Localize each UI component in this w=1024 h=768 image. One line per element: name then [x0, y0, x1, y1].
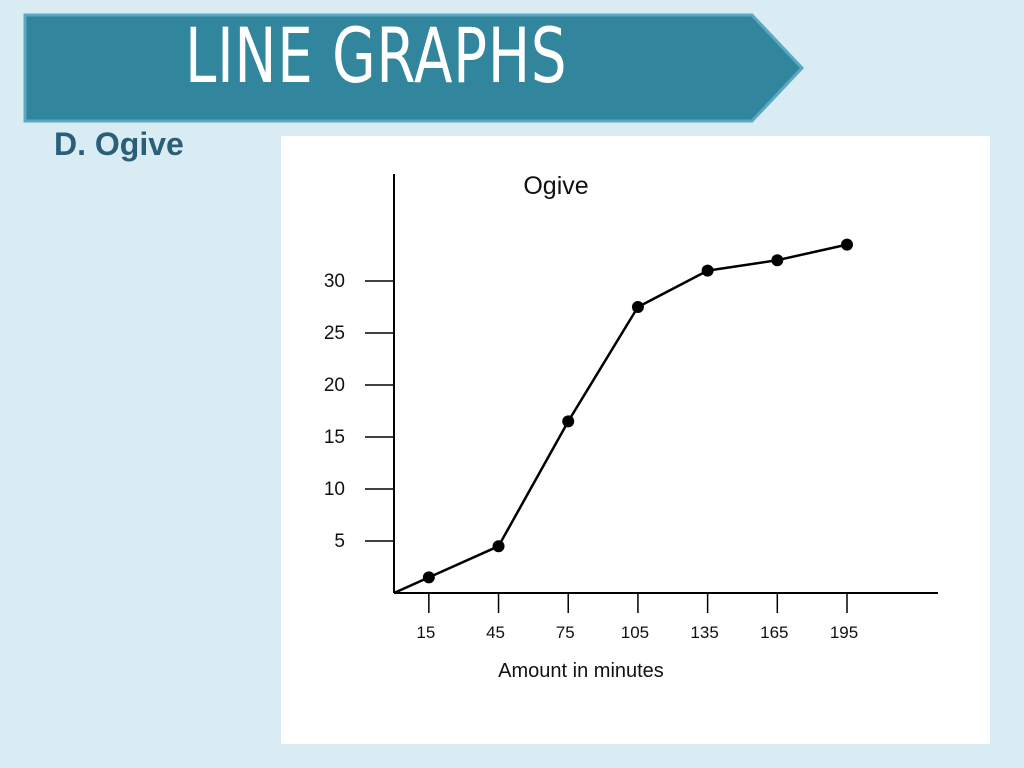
y-tick-label-5: 5 [334, 531, 345, 552]
page-title: LINE GRAPHS [185, 11, 568, 100]
data-point-105 [631, 301, 644, 313]
y-tick-label-25: 25 [324, 323, 345, 344]
x-tick-label-195: 195 [830, 623, 858, 642]
ogive-line [393, 243, 848, 595]
y-tick-label-10: 10 [324, 479, 345, 500]
x-tick-label-45: 45 [486, 623, 505, 642]
x-tick-label-105: 105 [621, 623, 649, 642]
x-tick-label-165: 165 [760, 623, 788, 642]
y-tick-label-15: 15 [324, 427, 345, 448]
section-subtitle: D. Ogive [54, 126, 184, 162]
data-point-135 [701, 264, 714, 277]
data-point-75 [562, 415, 575, 428]
data-point-45 [492, 540, 505, 553]
ogive-chart: 5 10 15 20 25 30 15 45 75 105 135 165 195 Ogive Amount… [324, 172, 938, 682]
data-point-15 [422, 571, 435, 584]
x-tick-label-15: 15 [416, 623, 435, 642]
x-tick-label-75: 75 [556, 623, 575, 642]
data-point-165 [771, 254, 784, 267]
chart-panel: 5 10 15 20 25 30 15 45 75 105 135 165 195 Ogive Amount… [281, 136, 990, 744]
y-tick-label-30: 30 [324, 271, 345, 292]
x-tick-label-135: 135 [690, 623, 718, 642]
x-axis-label: Amount in minutes [498, 660, 664, 682]
data-point-195 [841, 238, 853, 251]
y-tick-label-20: 20 [324, 375, 345, 396]
title-banner [23, 13, 805, 123]
chart-title: Ogive [523, 172, 588, 200]
